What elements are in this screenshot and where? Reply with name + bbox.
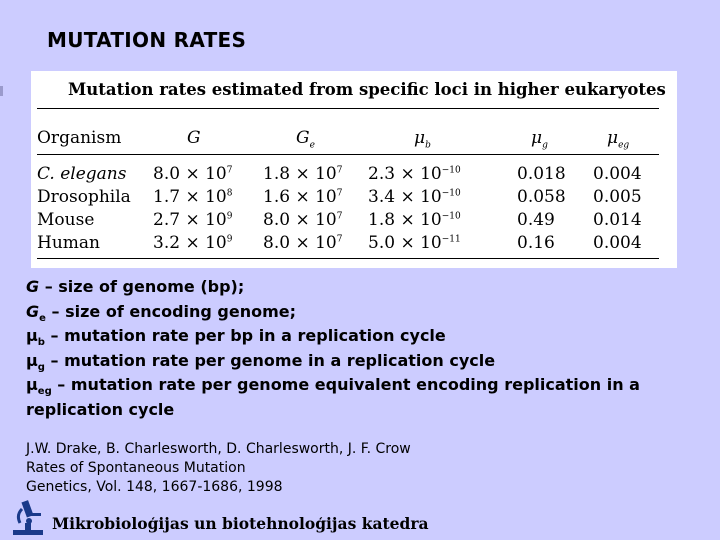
ge-cell: 1.8 × 107 [263,164,343,184]
g-cell: 3.2 × 109 [153,233,233,253]
ge-cell: 1.6 × 107 [263,187,343,207]
ge-cell: 8.0 × 107 [263,233,343,253]
reference-title: Rates of Spontaneous Mutation [26,460,246,476]
table-rule-bottom [37,258,659,259]
reference: J.W. Drake, B. Charlesworth, D. Charlesw… [26,440,411,497]
mu-b-cell: 5.0 × 10−11 [368,233,461,253]
mu-g-cell: 0.16 [517,233,555,253]
mu-eg-cell: 0.014 [593,210,642,230]
g-cell: 1.7 × 108 [153,187,233,207]
definitions-list: G – size of genome (bp); Ge – size of en… [26,275,706,422]
table-rule-top [37,108,659,109]
side-mark [0,86,3,96]
definition-mu-g: μg – mutation rate per genome in a repli… [26,350,496,373]
header-ge: Ge [296,128,315,151]
ge-cell: 8.0 × 107 [263,210,343,230]
mu-eg-cell: 0.004 [593,164,642,184]
mu-g-cell: 0.49 [517,210,555,230]
microscope-icon [13,500,43,535]
g-cell: 8.0 × 107 [153,164,233,184]
mutation-rates-table: Mutation rates estimated from specific l… [31,71,677,268]
slide-title: MUTATION RATES [47,28,247,52]
definition-mu-eg: μeg – mutation rate per genome equivalen… [26,375,640,419]
table-rule-header [37,154,659,155]
mu-eg-cell: 0.004 [593,233,642,253]
header-organism: Organism [37,128,122,148]
reference-authors: J.W. Drake, B. Charlesworth, D. Charlesw… [26,441,411,457]
definition-ge: Ge – size of encoding genome; [26,301,297,324]
mu-b-cell: 2.3 × 10−10 [368,164,461,184]
header-g: G [187,128,201,148]
organism-cell: Mouse [37,210,95,230]
mu-b-cell: 3.4 × 10−10 [368,187,461,207]
header-mu-b: μb [414,128,431,151]
mu-b-cell: 1.8 × 10−10 [368,210,461,230]
mu-g-cell: 0.018 [517,164,566,184]
header-mu-g: μg [531,128,548,151]
organism-cell: Human [37,233,100,253]
mu-g-cell: 0.058 [517,187,566,207]
reference-journal: Genetics, Vol. 148, 1667-1686, 1998 [26,479,283,495]
organism-cell: C. elegans [37,164,127,184]
mu-eg-cell: 0.005 [593,187,642,207]
definition-g: G – size of genome (bp); [26,277,245,296]
g-cell: 2.7 × 109 [153,210,233,230]
header-mu-eg: μeg [607,128,630,151]
table-caption: Mutation rates estimated from specific l… [68,80,666,99]
footer-department: Mikrobioloģijas un biotehnoloģijas kated… [52,514,429,533]
organism-cell: Drosophila [37,187,131,207]
definition-mu-b: μb – mutation rate per bp in a replicati… [26,326,446,349]
